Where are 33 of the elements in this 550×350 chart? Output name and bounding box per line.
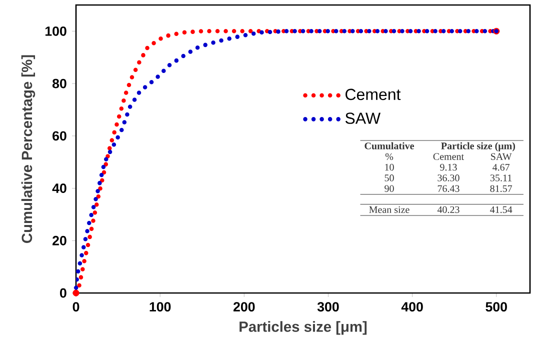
annotation: 35.11 [490,174,512,182]
y-tick-label: 100 [45,26,66,36]
annotation: 9.13 [440,164,457,171]
annotation: 81.57 [490,185,512,192]
x-tick-label: 200 [233,302,255,312]
annotation: 10 [385,164,394,171]
annotation: 36.30 [438,174,460,182]
annotation: % [385,153,394,160]
annotation: 41.54 [490,206,512,214]
y-tick-label: 0 [60,288,66,298]
annotation: SAW [491,153,512,160]
annotation: 4.67 [492,164,510,171]
legend-label: Cement [346,88,401,100]
y-axis-title: Cumulative Percentage [%] [21,55,36,243]
y-tick-label: 60 [52,131,66,141]
annotation: Cumulative [364,142,414,150]
annotation: 50 [384,174,394,182]
x-axis-title: Particles size [μm] [240,321,367,335]
x-tick-label: 400 [401,302,423,312]
y-tick-label: 80 [52,78,66,88]
annotation: Particle size (μm) [441,142,516,152]
y-tick-label: 20 [52,236,66,246]
x-tick-label: 0 [72,302,80,312]
annotation: 90 [384,185,394,192]
y-tick-label: 40 [52,184,66,193]
annotation: Mean size [369,206,410,214]
x-tick-label: 300 [317,302,339,312]
x-tick-label: 100 [150,302,171,312]
legend-label: SAW [345,112,381,124]
x-tick-label: 500 [486,302,507,312]
annotation: 76.43 [438,185,460,192]
annotation: Cement [433,153,464,160]
annotation: 40.23 [437,206,460,214]
